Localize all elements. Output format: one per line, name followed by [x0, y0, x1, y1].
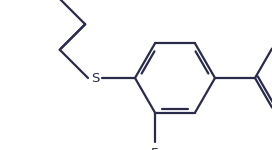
Text: S: S	[91, 72, 99, 84]
Text: F: F	[151, 147, 159, 150]
